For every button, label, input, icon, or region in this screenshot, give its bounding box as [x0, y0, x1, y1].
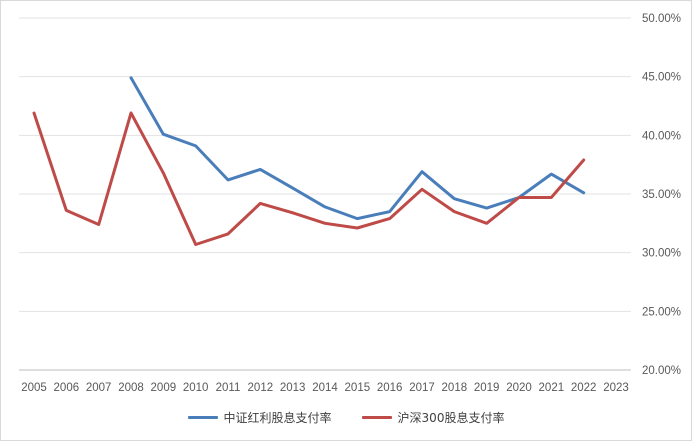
y-tick-label: 40.00% [642, 130, 681, 142]
x-tick-label: 2010 [183, 382, 209, 394]
x-tick-label: 2016 [377, 382, 403, 394]
x-tick-label: 2021 [539, 382, 565, 394]
y-axis-tick-labels: 20.00% 25.00% 30.00% 35.00% 40.00% 45.00% 50.0… [642, 13, 681, 377]
gridlines [19, 17, 631, 371]
x-tick-label: 2008 [118, 382, 144, 394]
legend-item-series-1[interactable]: 中证红利股息支付率 [187, 409, 332, 426]
legend: 中证红利股息支付率 沪深300股息支付率 [1, 409, 691, 426]
y-tick-label: 35.00% [642, 189, 681, 201]
x-tick-label: 2023 [603, 382, 629, 394]
legend-item-series-2[interactable]: 沪深300股息支付率 [361, 409, 505, 426]
y-tick-label: 45.00% [642, 72, 681, 84]
y-tick-label: 30.00% [642, 248, 681, 260]
series-line-2 [32, 111, 586, 246]
series-lines [32, 76, 586, 246]
x-axis-tick-labels: 2005 2006 2007 2008 2009 2010 2011 2012 2013 2014… [21, 382, 629, 394]
y-tick-label: 20.00% [642, 365, 681, 377]
legend-swatch-series-1 [187, 416, 218, 419]
y-tick-label: 50.00% [642, 13, 681, 25]
x-tick-label: 2013 [280, 382, 306, 394]
series-line-1 [129, 76, 586, 221]
x-tick-label: 2012 [248, 382, 274, 394]
y-tick-label: 25.00% [642, 306, 681, 318]
legend-swatch-series-2 [361, 416, 392, 419]
x-tick-label: 2006 [54, 382, 80, 394]
x-tick-label: 2011 [216, 382, 241, 394]
x-tick-label: 2007 [86, 382, 112, 394]
x-tick-label: 2009 [151, 382, 177, 394]
x-tick-label: 2020 [506, 382, 532, 394]
legend-label-series-1: 中证红利股息支付率 [223, 411, 332, 425]
x-tick-label: 2019 [474, 382, 500, 394]
x-tick-label: 2005 [21, 382, 47, 394]
x-tick-label: 2017 [409, 382, 435, 394]
x-tick-label: 2015 [345, 382, 371, 394]
x-tick-label: 2018 [442, 382, 468, 394]
legend-label-series-2: 沪深300股息支付率 [397, 411, 505, 425]
x-tick-label: 2014 [312, 382, 338, 394]
x-tick-label: 2022 [571, 382, 597, 394]
